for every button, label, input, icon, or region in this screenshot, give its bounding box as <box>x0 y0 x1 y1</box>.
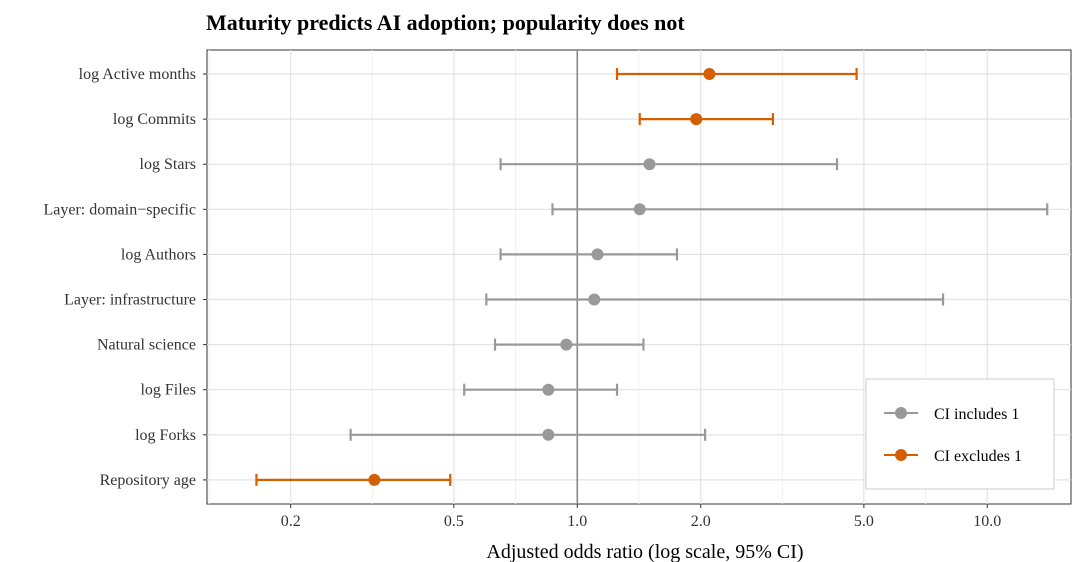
legend: CI includes 1 CI excludes 1 <box>865 378 1055 490</box>
point-estimate <box>542 428 555 441</box>
legend-label-excludes: CI excludes 1 <box>934 448 1022 465</box>
point-estimate <box>542 383 555 396</box>
y-axis-label: log Active months <box>79 66 196 83</box>
point-estimate <box>560 338 573 351</box>
point-estimate <box>690 113 703 126</box>
error-bars-and-points <box>255 68 1049 486</box>
legend-item-includes: CI includes 1 <box>884 406 1019 423</box>
point-estimate <box>643 158 656 171</box>
x-axis-title: Adjusted odds ratio (log scale, 95% CI) <box>486 541 803 562</box>
x-axis-ticks: 0.2 0.5 1.0 2.0 5.0 10.0 <box>281 504 1001 530</box>
x-tick-label: 10.0 <box>973 513 1001 530</box>
point-estimate <box>368 473 381 486</box>
legend-box <box>865 378 1055 490</box>
legend-dot <box>895 449 907 461</box>
y-axis-label: Layer: infrastructure <box>64 292 196 309</box>
x-tick-label: 0.5 <box>444 513 464 530</box>
y-axis-labels: log Active months log Commits log Stars Lay… <box>43 66 207 489</box>
point-estimate <box>633 203 646 216</box>
legend-item-excludes: CI excludes 1 <box>884 448 1022 465</box>
y-axis-label: Natural science <box>97 337 196 354</box>
point-estimate <box>588 293 601 306</box>
y-axis-label: Repository age <box>100 472 196 489</box>
x-tick-label: 5.0 <box>854 513 874 530</box>
legend-label-includes: CI includes 1 <box>934 406 1019 423</box>
y-axis-label: log Authors <box>121 246 196 263</box>
y-axis-label: log Files <box>140 382 196 399</box>
point-estimate <box>703 68 716 80</box>
chart-title: Maturity predicts AI adoption; popularit… <box>206 10 685 35</box>
legend-dot <box>895 407 907 419</box>
x-tick-label: 0.2 <box>281 513 301 530</box>
x-tick-label: 2.0 <box>691 513 711 530</box>
y-axis-label: log Forks <box>135 427 196 444</box>
x-tick-label: 1.0 <box>567 513 587 530</box>
y-axis-label: Layer: domain−specific <box>43 201 196 218</box>
y-axis-label: log Commits <box>113 111 196 128</box>
point-estimate <box>591 248 604 261</box>
y-axis-label: log Stars <box>140 156 196 173</box>
